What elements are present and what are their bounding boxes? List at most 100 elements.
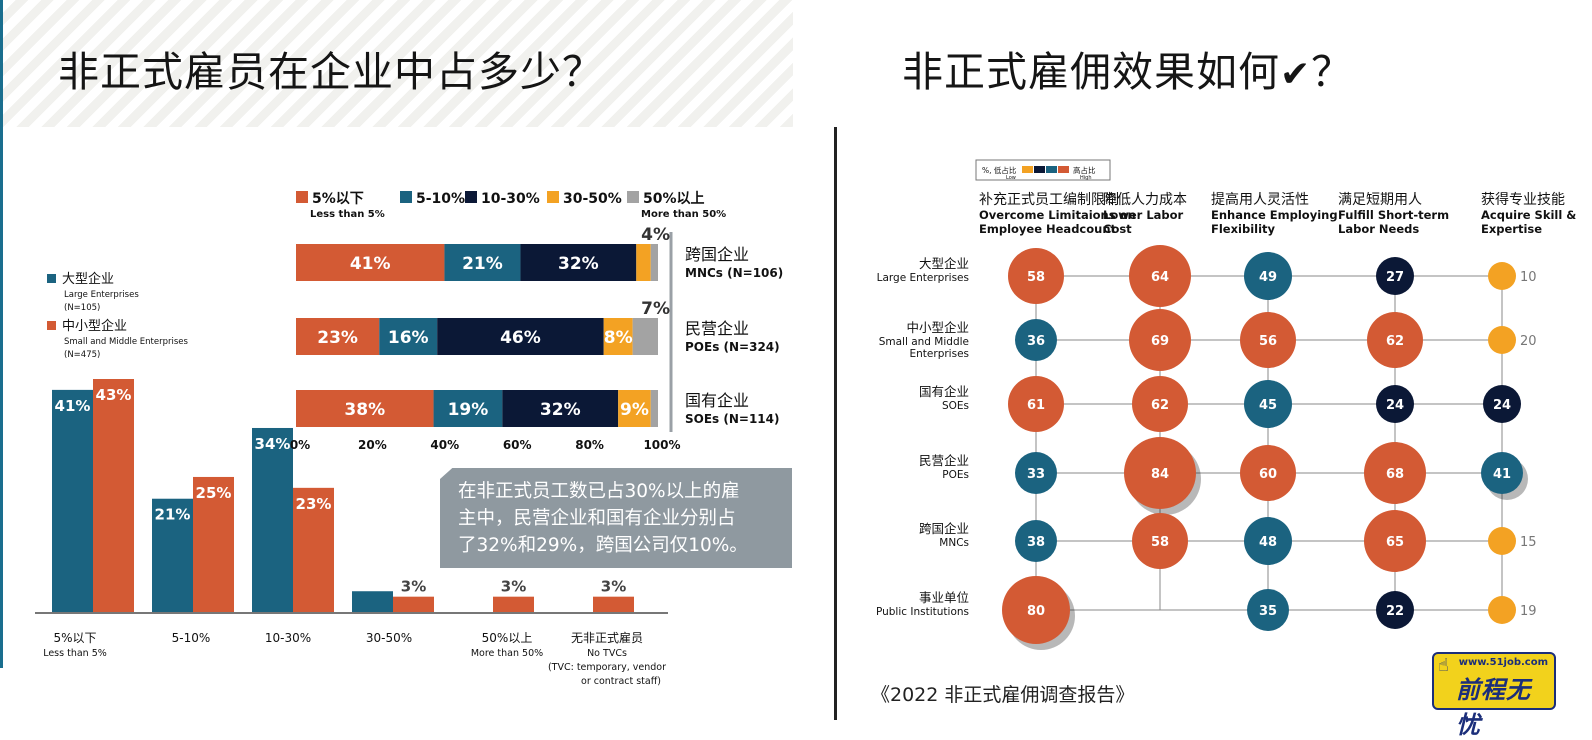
bubble-value-label: 48 [1259, 535, 1277, 550]
title-band [3, 0, 793, 127]
bubble-value-label: 19 [1520, 604, 1537, 619]
legend-label: 5%以下 [312, 191, 364, 207]
bubble-value-label: 62 [1386, 334, 1404, 349]
x-tick-label: 80% [575, 438, 604, 452]
bubble-value-label: 38 [1027, 535, 1045, 550]
bubble-value-label: 61 [1027, 398, 1045, 413]
segment-value-label: 9% [620, 400, 649, 420]
bubble-value-label: 22 [1386, 604, 1404, 619]
bubble [1008, 376, 1064, 432]
row-header-en: Public Institutions [876, 606, 969, 618]
bar [393, 596, 434, 613]
row-header-en: Large Enterprises [877, 272, 969, 284]
category-label: 5%以下 [53, 631, 96, 645]
legend-count: (N=105) [64, 303, 100, 313]
stack-segment [296, 318, 380, 355]
bubble [1015, 319, 1057, 361]
bar-value-label: 21% [155, 506, 191, 524]
bubble [1367, 312, 1423, 368]
column-header-en: Labor Needs [1338, 222, 1419, 236]
brand-logo: ☝ www.51job.com 前程无忧 [1432, 652, 1556, 739]
scale-legend-high: 高占比 [1073, 165, 1096, 175]
segment-value-label: 23% [317, 328, 358, 348]
bubble [1244, 380, 1292, 428]
row-header: 国有企业 [919, 384, 969, 399]
bubble [1002, 576, 1070, 644]
row-header: 中小型企业 [906, 320, 969, 335]
left-accent-bar [0, 0, 3, 668]
bubble-value-label: 60 [1259, 467, 1277, 482]
bar [593, 596, 634, 613]
stack-segment [650, 390, 658, 427]
panel-divider [834, 127, 837, 720]
bubble [1483, 385, 1521, 423]
bubble [1488, 326, 1516, 354]
stack-segment [520, 244, 637, 281]
bubble-value-label: 27 [1386, 270, 1404, 285]
bubble [1129, 245, 1191, 307]
bubble [1247, 589, 1289, 631]
stack-segment [636, 244, 651, 281]
bubble [1488, 527, 1516, 555]
category-label: 50%以上 [482, 631, 533, 645]
insight-callout: 在非正式员工数已占30%以上的雇 主中，民营企业和国有企业分别占 了32%和29… [440, 468, 792, 568]
bubble-value-label: 10 [1520, 270, 1537, 285]
column-header: 提高用人灵活性 [1211, 191, 1309, 208]
callout-line: 在非正式员工数已占30%以上的雇 [458, 481, 740, 502]
bubble-value-label: 58 [1027, 270, 1045, 285]
stack-segment [603, 318, 633, 355]
legend-label: 5-10% [416, 191, 465, 207]
column-header-en: Fulfill Short-term [1338, 208, 1449, 222]
column-header: 满足短期用人 [1338, 192, 1422, 208]
bubble-value-label: 68 [1386, 467, 1404, 482]
hand-icon: ☝ [1438, 655, 1449, 676]
row-header: 大型企业 [919, 256, 969, 271]
bubble-value-label: 45 [1259, 398, 1277, 413]
bubble [1376, 385, 1414, 423]
bubble-value-label: 84 [1151, 467, 1169, 482]
logo-name: 前程无忧 [1456, 676, 1531, 739]
column-header-en: Flexibility [1211, 222, 1276, 236]
stack-segment [296, 390, 434, 427]
legend-sublabel: More than 50% [641, 209, 726, 220]
segment-value-label: 19% [448, 400, 489, 420]
bubble-value-label: 62 [1151, 398, 1169, 413]
bubble [1240, 445, 1296, 501]
row-sublabel: MNCs (N=106) [685, 266, 783, 280]
legend-swatch [465, 191, 477, 203]
bar [352, 591, 393, 613]
bubble [1124, 437, 1196, 509]
scale-legend-low-en: Low [1006, 175, 1016, 181]
column-header-en: Overcome Limitaions on [979, 208, 1136, 222]
segment-value-label: 38% [344, 400, 385, 420]
bar [293, 487, 334, 613]
scale-legend-high-en: High [1080, 175, 1092, 181]
bubble [1008, 248, 1064, 304]
segment-value-label: 21% [462, 254, 503, 274]
bubble-value-label: 49 [1259, 270, 1277, 285]
legend-sublabel: Large Enterprises [64, 290, 139, 300]
bar-value-label: 41% [55, 397, 91, 415]
row-label: 民营企业 [685, 319, 749, 338]
logo-url: www.51job.com [1458, 657, 1548, 668]
bubble-value-label: 24 [1386, 398, 1404, 413]
column-header: 获得专业技能 [1481, 191, 1565, 208]
scale-legend-swatch [1058, 166, 1069, 173]
bar-value-label: 43% [96, 386, 132, 404]
category-label: 10-30% [265, 631, 311, 645]
bar [93, 379, 134, 613]
category-note: (TVC: temporary, vendor [548, 662, 666, 673]
bar [193, 476, 234, 613]
check-icon: ✔ [1280, 54, 1312, 95]
row-sublabel: SOEs (N=114) [685, 412, 779, 426]
bubble [1132, 376, 1188, 432]
bubble [1488, 262, 1516, 290]
bubble [1132, 513, 1188, 569]
bubble-value-label: 24 [1493, 398, 1511, 413]
bubble [1129, 309, 1191, 371]
x-tick-label: 40% [430, 438, 459, 452]
bubble-value-label: 80 [1027, 604, 1045, 619]
row-header-en: SOEs [942, 400, 969, 412]
row-label: 跨国企业 [685, 245, 749, 264]
x-tick-label: 20% [358, 438, 387, 452]
